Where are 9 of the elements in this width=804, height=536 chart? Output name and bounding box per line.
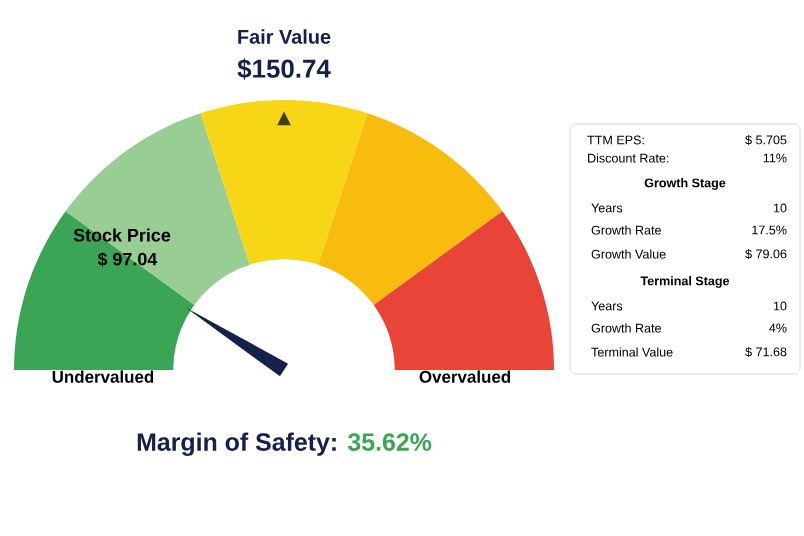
text: ▲ [277,111,291,126]
text: Margin of Safety: [137,432,336,456]
text: Stock Price [73,228,171,242]
chart-subtitle: $150.74 [237,58,331,80]
slice-label: Undervalued [52,370,154,383]
chart-title: Fair Value [238,29,331,44]
text: 35.62% [347,433,432,451]
slice-label: Overvalued [419,370,511,383]
text: $ 97.04 [97,251,158,267]
